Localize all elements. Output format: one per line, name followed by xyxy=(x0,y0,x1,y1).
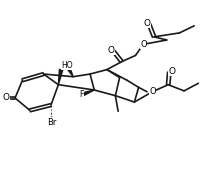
Text: O: O xyxy=(2,93,9,102)
Text: O: O xyxy=(107,46,114,55)
Text: O: O xyxy=(143,19,150,28)
Text: O: O xyxy=(140,40,147,49)
Text: HO: HO xyxy=(61,61,73,70)
Text: O: O xyxy=(168,67,175,76)
Polygon shape xyxy=(58,69,63,85)
Text: O: O xyxy=(149,87,156,96)
Text: F: F xyxy=(79,91,83,100)
Polygon shape xyxy=(65,64,73,77)
Polygon shape xyxy=(80,90,94,97)
Text: Br: Br xyxy=(47,118,57,127)
